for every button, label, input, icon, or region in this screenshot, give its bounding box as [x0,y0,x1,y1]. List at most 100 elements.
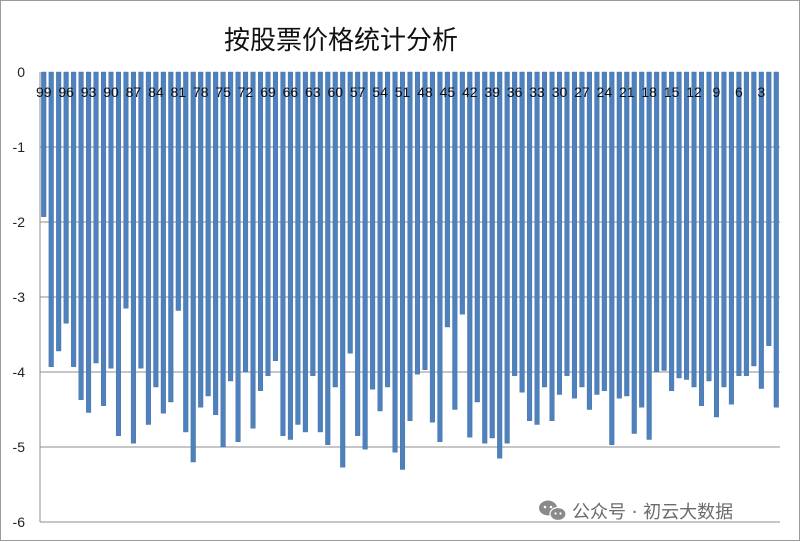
bar-77 [205,71,211,397]
bar-35 [519,71,525,393]
bar-5 [743,71,749,376]
bar-59 [340,71,346,468]
bar-29 [564,71,570,376]
bar-52 [392,71,398,453]
x-tick-label: 60 [327,84,343,100]
y-tick-label: -2 [13,214,26,230]
bar-44 [452,71,458,410]
bar-41 [474,71,480,403]
bar-53 [385,71,391,388]
bar-17 [654,71,660,373]
bar-25 [594,71,600,395]
x-tick-label: 12 [686,84,702,100]
x-tick-label: 99 [36,84,52,100]
bar-62 [317,71,323,433]
x-tick-label: 54 [372,84,388,100]
x-tick-label: 84 [148,84,164,100]
bar-31 [549,71,555,421]
bar-57 [355,71,361,436]
bar-2 [766,71,772,346]
x-tick-label: 9 [713,84,721,100]
x-tick-label: 72 [238,84,254,100]
bar-26 [586,71,592,410]
y-tick-labels: 0 -1 -2 -3 -4 -5 -6 [13,64,26,530]
bar-20 [631,71,637,434]
bar-13 [684,71,690,380]
bar-82 [168,71,174,403]
bar-38 [497,71,503,459]
bar-88 [123,71,129,309]
bar-64 [302,71,308,433]
x-tick-label: 42 [462,84,478,100]
x-tick-label: 15 [664,84,680,100]
bar-67 [280,71,286,436]
x-tick-label: 6 [735,84,743,100]
bar-40 [482,71,488,444]
x-tick-label: 87 [126,84,142,100]
y-tick-label: -3 [13,289,26,305]
x-tick-label: 21 [619,84,635,100]
bar-19 [639,71,645,408]
x-tick-label: 78 [193,84,209,100]
bar-3 [758,71,764,389]
bar-68 [272,71,278,361]
x-tick-label: 75 [215,84,231,100]
x-tick-label: 57 [350,84,366,100]
x-tick-label: 33 [529,84,545,100]
bar-39 [489,71,495,439]
x-tick-label: 27 [574,84,590,100]
bar-50 [407,71,413,421]
bar-71 [250,71,256,429]
bar-75 [220,71,226,448]
bar-65 [295,71,301,425]
bar-78 [198,71,204,408]
x-tick-label: 39 [484,84,500,100]
y-tick-label: -1 [13,139,26,155]
bar-34 [527,71,533,421]
bar-66 [287,71,293,440]
bar-9 [713,71,719,418]
bar-37 [504,71,510,444]
bar-83 [160,71,166,414]
bar-42 [467,71,473,438]
y-tick-label: -5 [13,439,26,455]
x-tick-label: 45 [440,84,456,100]
bar-93 [86,71,92,413]
bar-79 [190,71,196,463]
bar-48 [422,71,428,370]
bar-85 [145,71,151,425]
bar-10 [706,71,712,382]
bar-76 [213,71,219,415]
bar-90 [108,71,114,369]
bar-11 [699,71,705,406]
bar-98 [48,71,54,367]
x-tick-label: 24 [597,84,613,100]
bar-97 [56,71,62,352]
bar-63 [310,71,316,376]
x-tick-labels: 99 96 93 90 87 84 81 78 75 72 69 66 63 60 57 54 51 48 45 42… [36,84,765,100]
bar-43 [459,71,465,315]
bar-21 [624,71,630,397]
bar-24 [601,71,607,391]
bar-89 [115,71,121,436]
x-tick-label: 51 [395,84,411,100]
x-tick-label: 63 [305,84,321,100]
bar-18 [646,71,652,440]
bar-36 [512,71,518,376]
bar-81 [175,71,181,311]
bars [41,71,779,470]
bar-27 [579,71,585,388]
x-tick-label: 3 [757,84,765,100]
bar-45 [444,71,450,328]
bar-32 [542,71,548,388]
x-tick-label: 96 [58,84,74,100]
x-tick-label: 93 [81,84,97,100]
bar-58 [347,71,353,354]
x-tick-label: 69 [260,84,276,100]
y-tick-label: -6 [13,514,26,530]
bar-1 [773,71,779,408]
x-tick-label: 30 [552,84,568,100]
chart-title: 按股票价格统计分析 [224,26,458,56]
x-tick-label: 36 [507,84,523,100]
